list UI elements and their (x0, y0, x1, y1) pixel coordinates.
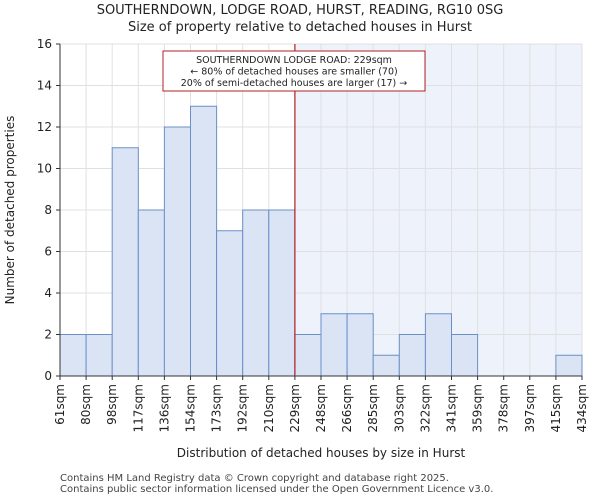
bar (346, 313, 374, 377)
x-tick-label: 322sqm (418, 384, 432, 432)
y-tick-label: 12 (37, 120, 52, 134)
x-tick-label: 285sqm (366, 384, 380, 432)
x-tick-label: 61sqm (53, 384, 67, 425)
x-tick-label: 378sqm (497, 384, 511, 432)
y-tick-label: 2 (44, 328, 52, 342)
y-tick-label: 8 (44, 203, 52, 217)
x-axis-title: Distribution of detached houses by size … (177, 446, 466, 460)
x-tick-label: 154sqm (184, 384, 198, 432)
x-tick-label: 434sqm (575, 384, 589, 432)
x-tick-label: 173sqm (210, 384, 224, 432)
bar (424, 313, 452, 377)
chart-subtitle: Size of property relative to detached ho… (127, 20, 473, 35)
footer-copyright: Contains HM Land Registry data © Crown c… (60, 473, 449, 484)
x-tick-label: 229sqm (288, 384, 302, 432)
x-tick-label: 117sqm (131, 384, 145, 432)
annotation-line-1: SOUTHERNDOWN LODGE ROAD: 229sqm (196, 55, 392, 66)
annotation-line-3: 20% of semi-detached houses are larger (… (181, 78, 408, 89)
y-tick-label: 10 (37, 162, 52, 176)
y-tick-label: 4 (44, 286, 52, 300)
bar (190, 105, 218, 377)
bar (242, 209, 270, 377)
y-tick-label: 14 (37, 79, 52, 93)
x-tick-label: 266sqm (340, 384, 354, 432)
x-tick-label: 341sqm (445, 384, 459, 432)
bar (111, 147, 139, 377)
bar (451, 334, 479, 377)
footer-licence: Contains public sector information licen… (60, 484, 494, 495)
x-tick-label: 415sqm (549, 384, 563, 432)
x-tick-label: 192sqm (236, 384, 250, 432)
x-tick-label: 248sqm (314, 384, 328, 432)
x-tick-label: 397sqm (523, 384, 537, 432)
bar (555, 354, 583, 377)
bar (398, 334, 426, 377)
x-tick-label: 136sqm (157, 384, 171, 432)
bar (320, 313, 348, 377)
bar (85, 334, 113, 377)
bar (59, 334, 87, 377)
x-tick-label: 98sqm (105, 384, 119, 425)
bar (137, 209, 165, 377)
x-tick-label: 359sqm (471, 384, 485, 432)
x-tick-label: 210sqm (262, 384, 276, 432)
bar (216, 230, 244, 377)
bar (372, 354, 400, 377)
y-axis-title: Number of detached properties (3, 116, 17, 305)
bar (163, 126, 191, 377)
bar (268, 209, 296, 377)
y-tick-label: 6 (44, 245, 52, 259)
x-tick-label: 80sqm (79, 384, 93, 425)
bar (294, 334, 322, 377)
annotation-line-2: ← 80% of detached houses are smaller (70… (190, 67, 397, 78)
y-tick-label: 16 (37, 37, 52, 51)
y-tick-label: 0 (44, 369, 52, 383)
annotation-box (162, 50, 426, 92)
x-tick-label: 303sqm (392, 384, 406, 432)
chart-title: SOUTHERNDOWN, LODGE ROAD, HURST, READING… (96, 3, 504, 18)
